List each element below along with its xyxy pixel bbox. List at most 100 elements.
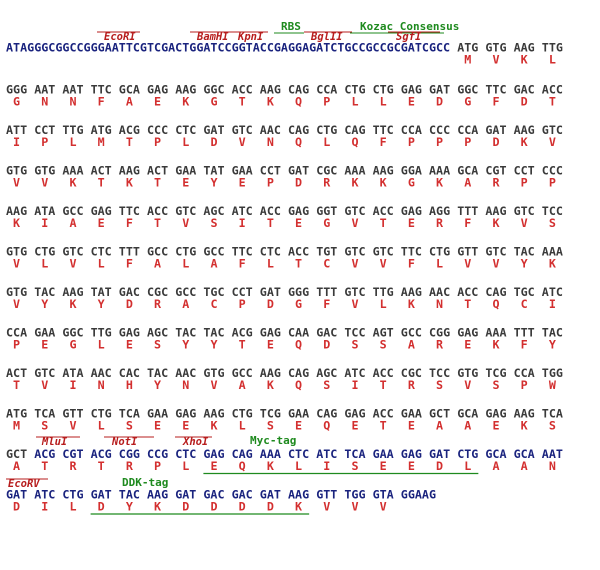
amino-acid: T	[380, 378, 387, 392]
amino-acid: S	[41, 419, 48, 433]
codon: GAA	[373, 447, 394, 461]
amino-acid: T	[464, 297, 471, 311]
codon: GAT	[485, 123, 506, 137]
codon: CGG	[429, 326, 450, 340]
amino-acid: K	[154, 500, 161, 514]
codon: ACC	[288, 245, 309, 259]
codon: GAC	[316, 326, 337, 340]
codon: CCG	[147, 447, 168, 461]
amino-acid: E	[492, 419, 499, 433]
codon: TTT	[119, 245, 140, 259]
codon: AAC	[91, 366, 112, 380]
amino-acid: S	[351, 338, 358, 352]
amino-acid: K	[126, 176, 133, 190]
codon: GCC	[147, 245, 168, 259]
amino-acid: G	[210, 95, 217, 109]
amino-acid: F	[126, 257, 133, 271]
codon: GAA	[401, 407, 422, 421]
codon: GAC	[203, 488, 224, 502]
codon: AAG	[203, 407, 224, 421]
amino-acid: S	[267, 419, 274, 433]
codon: CAG	[288, 366, 309, 380]
amino-acid: V	[549, 135, 556, 149]
amino-acid: E	[380, 459, 387, 473]
amino-acid: R	[408, 378, 416, 392]
codon: GTG	[457, 366, 478, 380]
codon: AGT	[373, 326, 394, 340]
codon: GCC	[62, 204, 83, 218]
amino-acid: M	[98, 135, 105, 149]
amino-acid: P	[154, 459, 161, 473]
amino-acid: E	[295, 216, 302, 230]
amino-acid: S	[126, 419, 133, 433]
codon: ACG	[91, 447, 112, 461]
amino-acid: E	[408, 216, 415, 230]
site-label: BglII	[310, 31, 343, 43]
amino-acid: T	[295, 257, 302, 271]
amino-acid: L	[380, 297, 387, 311]
codon: GGC	[457, 83, 478, 97]
codon: GAG	[457, 326, 478, 340]
amino-acid: V	[13, 176, 20, 190]
codon: CCT	[232, 285, 253, 299]
codon: GGG	[6, 83, 27, 97]
codon: ACG	[232, 326, 253, 340]
codon: GAT	[175, 488, 196, 502]
tag-label: RBS	[281, 20, 301, 33]
amino-acid: E	[295, 419, 302, 433]
codon: GAG	[401, 447, 422, 461]
codon: CGT	[62, 447, 83, 461]
amino-acid: V	[41, 378, 48, 392]
codon: TCC	[429, 366, 450, 380]
amino-acid: D	[182, 500, 189, 514]
codon: ACT	[6, 366, 27, 380]
amino-acid: P	[408, 135, 415, 149]
amino-acid: E	[408, 95, 415, 109]
amino-acid: P	[436, 135, 443, 149]
amino-acid: G	[408, 176, 415, 190]
codon: TAC	[147, 366, 168, 380]
codon: CCA	[457, 123, 478, 137]
codon: AAG	[485, 204, 506, 218]
amino-acid: T	[98, 459, 105, 473]
codon: GTT	[457, 245, 478, 259]
amino-acid: K	[69, 297, 76, 311]
codon: ACT	[147, 164, 168, 178]
amino-acid: L	[323, 135, 330, 149]
codon: GAG	[288, 204, 309, 218]
codon: TAC	[119, 488, 140, 502]
codon: TGG	[344, 488, 365, 502]
codon: GAG	[344, 407, 365, 421]
codon: TAC	[542, 326, 563, 340]
codon: AAC	[175, 366, 196, 380]
amino-acid: T	[154, 216, 161, 230]
codon: TTC	[91, 83, 112, 97]
codon: ATG	[457, 41, 478, 55]
amino-acid: Q	[239, 459, 246, 473]
codon: ACC	[147, 204, 168, 218]
codon: TTG	[91, 326, 112, 340]
amino-acid: V	[13, 297, 20, 311]
amino-acid: E	[408, 419, 415, 433]
amino-acid: N	[69, 95, 76, 109]
amino-acid: L	[436, 257, 443, 271]
amino-acid: L	[351, 95, 358, 109]
site-label: KpnI	[237, 31, 264, 43]
codon: CCT	[260, 164, 281, 178]
codon: GAT	[429, 447, 450, 461]
codon: GTG	[485, 41, 506, 55]
amino-acid: R	[69, 459, 77, 473]
codon: AGC	[203, 204, 224, 218]
amino-acid: F	[98, 95, 105, 109]
amino-acid: T	[380, 419, 387, 433]
amino-acid: S	[492, 378, 499, 392]
amino-acid: Y	[126, 500, 133, 514]
codon: CTC	[175, 447, 196, 461]
codon: GAC	[514, 83, 535, 97]
codon: CTG	[373, 83, 394, 97]
amino-acid: S	[154, 338, 161, 352]
codon: TAC	[175, 326, 196, 340]
codon: CAC	[119, 366, 140, 380]
amino-acid: V	[13, 257, 20, 271]
codon: CCA	[401, 123, 422, 137]
